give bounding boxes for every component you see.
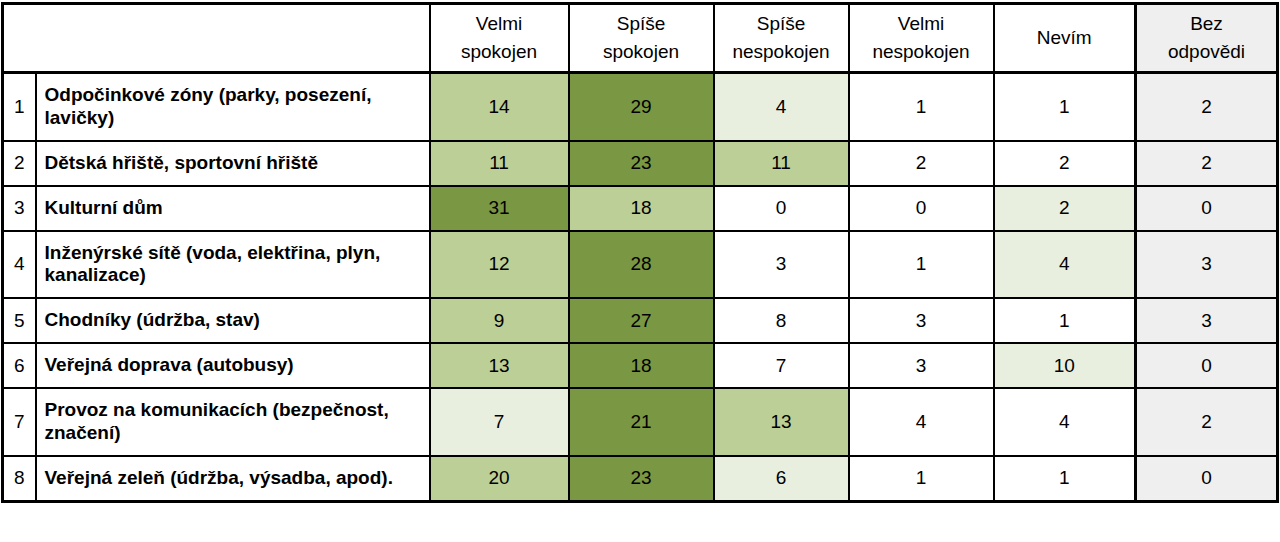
col-header-bez-odpovedi: Bez odpovědi xyxy=(1136,4,1278,73)
value-cell: 2 xyxy=(1136,388,1278,456)
value-cell: 3 xyxy=(1136,231,1278,299)
value-cell: 2 xyxy=(849,141,994,186)
value-cell: 2 xyxy=(1136,141,1278,186)
value-cell: 2 xyxy=(994,186,1136,231)
value-cell: 27 xyxy=(569,298,714,343)
value-cell: 28 xyxy=(569,231,714,299)
value-cell: 3 xyxy=(714,231,849,299)
value-cell: 23 xyxy=(569,456,714,501)
col-header-velmi-nespokojen: Velmi nespokojen xyxy=(849,4,994,73)
survey-results-page: Velmi spokojen Spíše spokojen Spíše nesp… xyxy=(0,0,1280,505)
row-label: Veřejná doprava (autobusy) xyxy=(36,343,430,388)
header-row: Velmi spokojen Spíše spokojen Spíše nesp… xyxy=(3,4,1278,73)
table-body: 1 Odpočinkové zóny (parky, posezení, lav… xyxy=(3,73,1278,502)
col-header-velmi-spokojen: Velmi spokojen xyxy=(430,4,569,73)
row-label: Odpočinkové zóny (parky, posezení, lavič… xyxy=(36,73,430,141)
survey-results-table: Velmi spokojen Spíše spokojen Spíše nesp… xyxy=(1,2,1279,503)
table-row: 5 Chodníky (údržba, stav) 9278313 xyxy=(3,298,1278,343)
value-cell: 4 xyxy=(994,231,1136,299)
value-cell: 11 xyxy=(714,141,849,186)
row-number: 3 xyxy=(3,186,36,231)
value-cell: 3 xyxy=(1136,298,1278,343)
col-header-nevim: Nevím xyxy=(994,4,1136,73)
value-cell: 1 xyxy=(994,73,1136,141)
value-cell: 4 xyxy=(994,388,1136,456)
value-cell: 18 xyxy=(569,343,714,388)
value-cell: 0 xyxy=(1136,343,1278,388)
table-row: 8 Veřejná zeleň (údržba, výsadba, apod).… xyxy=(3,456,1278,501)
value-cell: 9 xyxy=(430,298,569,343)
value-cell: 7 xyxy=(714,343,849,388)
row-number: 7 xyxy=(3,388,36,456)
row-number: 6 xyxy=(3,343,36,388)
row-label: Veřejná zeleň (údržba, výsadba, apod). xyxy=(36,456,430,501)
row-label: Kulturní dům xyxy=(36,186,430,231)
col-header-spise-nespokojen: Spíše nespokojen xyxy=(714,4,849,73)
row-number: 8 xyxy=(3,456,36,501)
value-cell: 3 xyxy=(849,298,994,343)
value-cell: 12 xyxy=(430,231,569,299)
value-cell: 14 xyxy=(430,73,569,141)
table-row: 7 Provoz na komunikacích (bezpečnost, zn… xyxy=(3,388,1278,456)
value-cell: 1 xyxy=(849,231,994,299)
row-number: 4 xyxy=(3,231,36,299)
value-cell: 1 xyxy=(849,73,994,141)
value-cell: 3 xyxy=(849,343,994,388)
corner-cell xyxy=(3,4,430,73)
row-number: 1 xyxy=(3,73,36,141)
table-row: 4 Inženýrské sítě (voda, elektřina, plyn… xyxy=(3,231,1278,299)
value-cell: 2 xyxy=(1136,73,1278,141)
value-cell: 0 xyxy=(1136,456,1278,501)
value-cell: 10 xyxy=(994,343,1136,388)
table-row: 3 Kulturní dům 31180020 xyxy=(3,186,1278,231)
table-row: 1 Odpočinkové zóny (parky, posezení, lav… xyxy=(3,73,1278,141)
row-number: 5 xyxy=(3,298,36,343)
value-cell: 8 xyxy=(714,298,849,343)
value-cell: 1 xyxy=(994,456,1136,501)
value-cell: 11 xyxy=(430,141,569,186)
value-cell: 0 xyxy=(1136,186,1278,231)
col-header-spise-spokojen: Spíše spokojen xyxy=(569,4,714,73)
value-cell: 4 xyxy=(849,388,994,456)
row-label: Inženýrské sítě (voda, elektřina, plyn, … xyxy=(36,231,430,299)
row-label: Dětská hřiště, sportovní hřiště xyxy=(36,141,430,186)
value-cell: 1 xyxy=(994,298,1136,343)
row-label: Provoz na komunikacích (bezpečnost, znač… xyxy=(36,388,430,456)
value-cell: 2 xyxy=(994,141,1136,186)
value-cell: 0 xyxy=(714,186,849,231)
table-header: Velmi spokojen Spíše spokojen Spíše nesp… xyxy=(3,4,1278,73)
value-cell: 20 xyxy=(430,456,569,501)
table-row: 2 Dětská hřiště, sportovní hřiště 112311… xyxy=(3,141,1278,186)
value-cell: 13 xyxy=(714,388,849,456)
value-cell: 4 xyxy=(714,73,849,141)
table-row: 6 Veřejná doprava (autobusy) 131873100 xyxy=(3,343,1278,388)
value-cell: 31 xyxy=(430,186,569,231)
value-cell: 23 xyxy=(569,141,714,186)
value-cell: 0 xyxy=(849,186,994,231)
value-cell: 6 xyxy=(714,456,849,501)
row-label: Chodníky (údržba, stav) xyxy=(36,298,430,343)
value-cell: 18 xyxy=(569,186,714,231)
value-cell: 13 xyxy=(430,343,569,388)
row-number: 2 xyxy=(3,141,36,186)
value-cell: 7 xyxy=(430,388,569,456)
value-cell: 1 xyxy=(849,456,994,501)
value-cell: 21 xyxy=(569,388,714,456)
value-cell: 29 xyxy=(569,73,714,141)
